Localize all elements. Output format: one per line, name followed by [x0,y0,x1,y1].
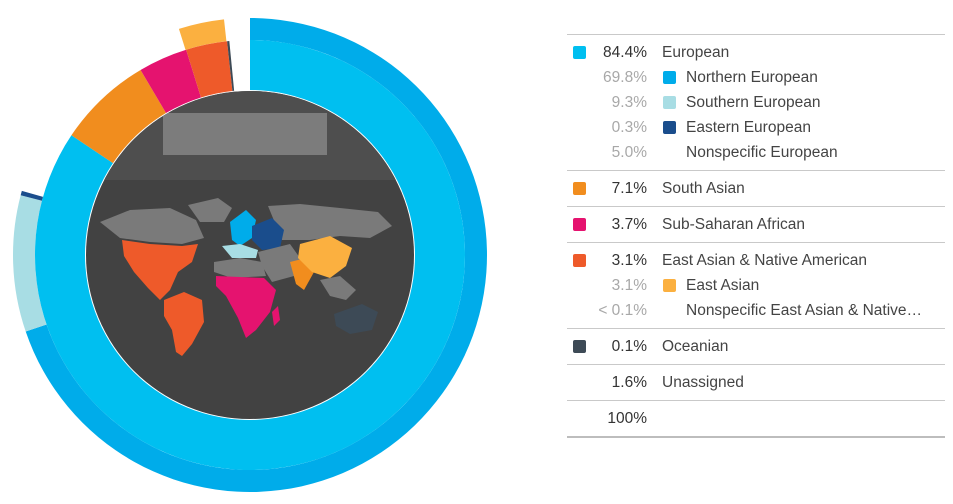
legend-item[interactable]: 3.7% Sub-Saharan African [567,212,945,237]
legend-percentage: 84.4% [603,44,647,61]
globe [86,91,414,419]
legend-subitem[interactable]: < 0.1% Nonspecific East Asian & Native… [567,298,945,323]
legend-total: 100% [567,401,945,438]
legend-group: 0.1% Oceanian [567,329,945,365]
legend-group: 3.1% East Asian & Native American 3.1% East… [567,243,945,329]
legend-swatch [573,218,586,231]
map-southern-europe [222,244,258,258]
legend-percentage: 3.7% [611,216,647,233]
legend-label: Eastern European [686,119,811,136]
map-canada [100,208,204,244]
legend-swatch [573,46,586,59]
legend-percentage: 3.1% [611,277,647,294]
inner-ring [34,40,466,470]
map-northern-europe [230,210,256,246]
inner-slice-south-asian[interactable] [71,69,167,164]
legend-item[interactable]: 100% [567,406,945,431]
legend-percentage: < 0.1% [598,302,647,319]
legend-swatch [573,254,586,267]
legend-swatch [573,182,586,195]
legend-percentage: 5.0% [611,144,647,161]
ancestry-donut-chart [12,18,487,492]
legend-label: Southern European [686,94,821,111]
map-madagascar [272,306,280,326]
map-greenland [188,198,232,222]
legend-group: 1.6% Unassigned [567,365,945,401]
legend-group: 7.1% South Asian [567,171,945,207]
map-russia [268,204,392,240]
map-africa [216,276,276,338]
legend-percentage: 69.8% [603,69,647,86]
outer-slice-east-asian[interactable] [178,19,227,50]
legend-label: European [662,44,730,61]
legend-label: East Asian [686,277,760,294]
outer-slice-southern-european[interactable] [12,195,47,332]
map-middle-east [258,244,300,282]
map-oceania [334,304,378,334]
map-eastern-europe [252,218,284,250]
legend-percentage: 7.1% [611,180,647,197]
region-title-placeholder [163,113,327,155]
legend-label: Nonspecific European [686,144,838,161]
legend-label: East Asian & Native American [662,252,868,269]
legend-item[interactable]: 3.1% East Asian & Native American [567,248,945,273]
map-south-america [164,292,204,356]
legend-subitem[interactable]: 69.8% Northern European [567,65,945,90]
legend-swatch [663,279,676,292]
legend-swatch [573,340,586,353]
legend-percentage: 0.3% [611,119,647,136]
legend-group: 3.7% Sub-Saharan African [567,207,945,243]
outer-ring [12,18,487,492]
legend-item[interactable]: 7.1% South Asian [567,176,945,201]
map-east-asia [298,236,352,278]
map-north-america [122,240,198,300]
legend-label: Northern European [686,69,818,86]
map-southeast-asia [320,276,356,300]
inner-slice-east-asian-native-american[interactable] [186,41,233,98]
legend-label: Nonspecific East Asian & Native… [686,302,923,319]
world-map [100,198,392,356]
outer-slice-eastern-european[interactable] [20,190,44,201]
legend-subitem[interactable]: 5.0% Nonspecific European [567,140,945,165]
legend-percentage: 0.1% [611,338,647,355]
map-north-africa [214,258,266,278]
legend: 84.4% European 69.8% Northern European 9.3% S… [567,34,945,438]
legend-item[interactable]: 0.1% Oceanian [567,334,945,359]
legend-percentage: 3.1% [611,252,647,269]
inner-slice-oceanian[interactable] [227,40,235,91]
legend-percentage: 1.6% [611,374,647,391]
legend-group: 84.4% European 69.8% Northern European 9.3% S… [567,34,945,171]
inner-slice-sub-saharan-african[interactable] [140,49,201,113]
legend-percentage: 9.3% [611,94,647,111]
legend-label: Sub-Saharan African [662,216,806,233]
legend-label: Unassigned [662,374,744,391]
legend-percentage: 100% [607,410,647,427]
legend-swatch [663,121,676,134]
legend-subitem[interactable]: 9.3% Southern European [567,90,945,115]
legend-label: Oceanian [662,338,729,355]
legend-subitem[interactable]: 0.3% Eastern European [567,115,945,140]
legend-label: South Asian [662,180,745,197]
legend-swatch [663,71,676,84]
legend-item[interactable]: 84.4% European [567,40,945,65]
legend-subitem[interactable]: 3.1% East Asian [567,273,945,298]
legend-item[interactable]: 1.6% Unassigned [567,370,945,395]
legend-swatch [663,96,676,109]
